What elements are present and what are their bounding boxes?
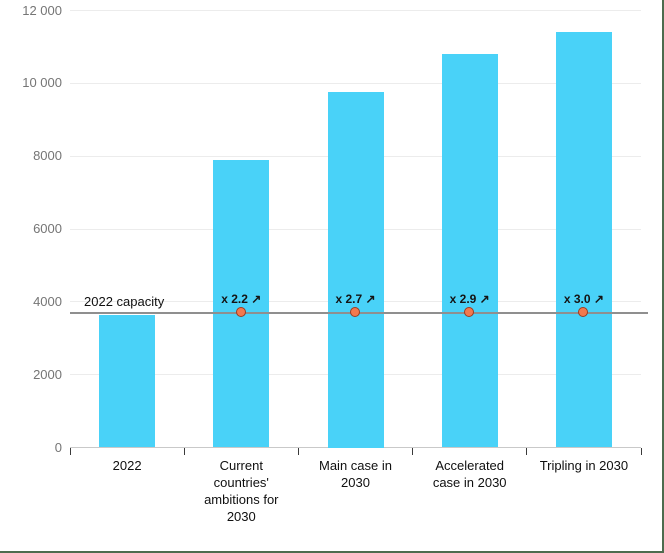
bar [441,54,498,448]
y-axis-tick-label: 6000 [33,221,62,236]
x-axis-tick [640,448,642,455]
y-axis-tick-label: 0 [54,439,62,455]
y-axis-tick-label: 2000 [33,366,62,382]
bar [213,159,270,448]
x-axis-label: 2022 [112,458,142,473]
x-axis-tick [69,448,71,455]
x-axis-tick [297,448,299,455]
multiplier-label: x 3.0 ↗ [563,291,604,306]
x-axis-tick [183,448,185,455]
multiplier-label: x 2.7 ↗ [335,291,376,306]
multiplier-dot [235,307,246,318]
y-axis-tick-label: 8000 [33,148,62,164]
gridline [70,447,641,448]
x-axis-label: Tripling in 2030 [539,458,629,473]
gridline [70,82,641,84]
x-axis-tick [412,448,414,455]
bar [99,315,156,448]
multiplier-dot [350,307,360,318]
multiplier-label: x 2.2 ↗ [221,291,262,306]
multiplier-dot [464,307,475,318]
x-axis-label: Main case in 2030 [319,458,392,490]
bar [327,92,384,448]
gridline [70,10,641,11]
reference-line-label: 2022 capacity [84,293,165,309]
x-axis-label: Accelerated case in 2030 [432,458,507,490]
bar [555,32,612,448]
y-axis-tick-label: 4000 [33,293,62,309]
multiplier-label: x 2.9 ↗ [449,291,490,306]
x-axis-tick [526,448,528,455]
multiplier-dot [578,307,589,318]
y-axis-tick-label: 10 000 [22,75,62,91]
x-axis-label: Current countries' ambitions for 2030 [204,458,279,524]
y-axis-tick-label: 12 000 [22,2,62,18]
